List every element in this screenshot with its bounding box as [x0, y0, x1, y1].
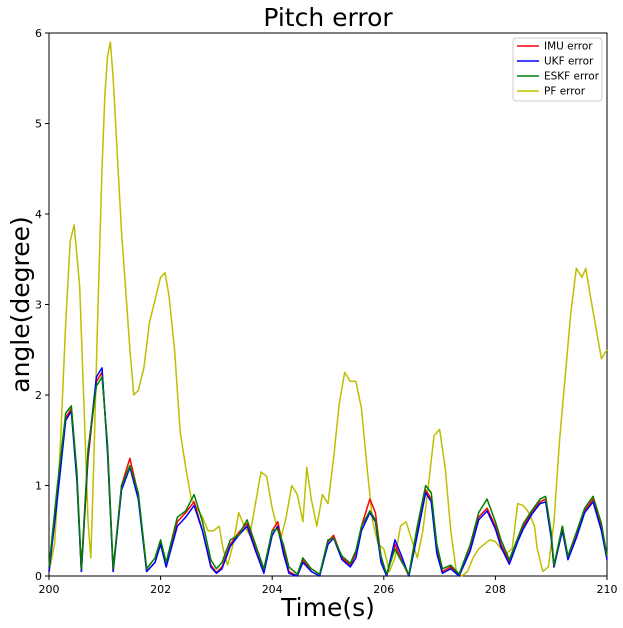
y-tick-label: 4 [35, 208, 42, 221]
legend: IMU error UKF error ESKF error PF error [512, 37, 603, 102]
legend-box [512, 37, 603, 102]
legend-label: IMU error [544, 41, 593, 53]
series-line-ukf-error [48, 367, 608, 577]
x-tick-label: 208 [485, 583, 506, 596]
y-tick-label: 6 [35, 27, 42, 40]
x-tick-label: 202 [150, 583, 171, 596]
chart-title: Pitch error [263, 3, 393, 32]
series-group [48, 41, 608, 577]
y-axis-ticks: 0 1 2 3 4 5 6 [35, 27, 49, 583]
y-tick-label: 5 [35, 118, 42, 131]
x-tick-label: 200 [39, 583, 60, 596]
series-line-pf-error [48, 41, 608, 577]
y-axis-label: angle(degree) [6, 216, 35, 392]
x-axis-ticks: 200 202 204 206 208 210 [39, 576, 618, 596]
x-tick-label: 206 [373, 583, 394, 596]
plot-frame [48, 32, 608, 577]
y-tick-label: 0 [35, 570, 42, 583]
x-tick-label: 204 [262, 583, 283, 596]
y-tick-label: 1 [35, 480, 42, 493]
y-tick-label: 3 [35, 299, 42, 312]
series-line-eskf-error [48, 376, 608, 575]
legend-label: ESKF error [544, 71, 600, 83]
x-tick-label: 210 [597, 583, 618, 596]
y-tick-label: 2 [35, 389, 42, 402]
x-axis-label: Time(s) [280, 593, 375, 622]
legend-label: UKF error [544, 56, 594, 68]
legend-label: PF error [544, 86, 586, 98]
